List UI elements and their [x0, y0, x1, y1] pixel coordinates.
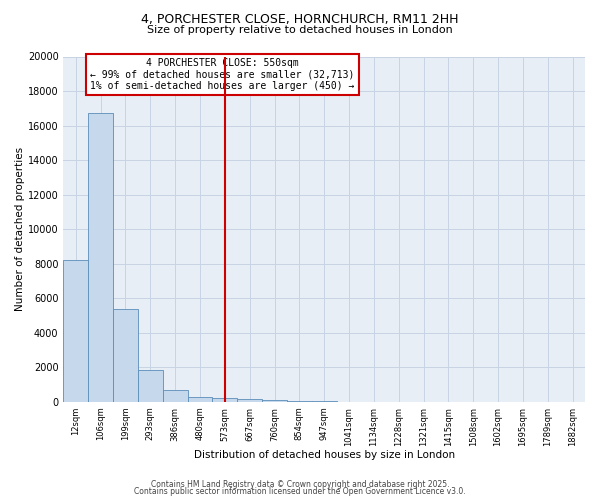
Text: 4, PORCHESTER CLOSE, HORNCHURCH, RM11 2HH: 4, PORCHESTER CLOSE, HORNCHURCH, RM11 2H… — [141, 12, 459, 26]
Bar — [88, 114, 113, 402]
Text: Contains public sector information licensed under the Open Government Licence v3: Contains public sector information licen… — [134, 487, 466, 496]
Y-axis label: Number of detached properties: Number of detached properties — [15, 147, 25, 311]
Bar — [113, 308, 138, 402]
Bar — [188, 396, 212, 402]
Bar — [138, 370, 163, 402]
Bar — [287, 401, 312, 402]
Bar — [64, 260, 88, 402]
Text: Size of property relative to detached houses in London: Size of property relative to detached ho… — [147, 25, 453, 35]
Bar — [212, 398, 237, 402]
Bar — [237, 400, 262, 402]
Bar — [262, 400, 287, 402]
Text: Contains HM Land Registry data © Crown copyright and database right 2025.: Contains HM Land Registry data © Crown c… — [151, 480, 449, 489]
Bar — [163, 390, 188, 402]
X-axis label: Distribution of detached houses by size in London: Distribution of detached houses by size … — [194, 450, 455, 460]
Text: 4 PORCHESTER CLOSE: 550sqm
← 99% of detached houses are smaller (32,713)
1% of s: 4 PORCHESTER CLOSE: 550sqm ← 99% of deta… — [90, 58, 355, 92]
